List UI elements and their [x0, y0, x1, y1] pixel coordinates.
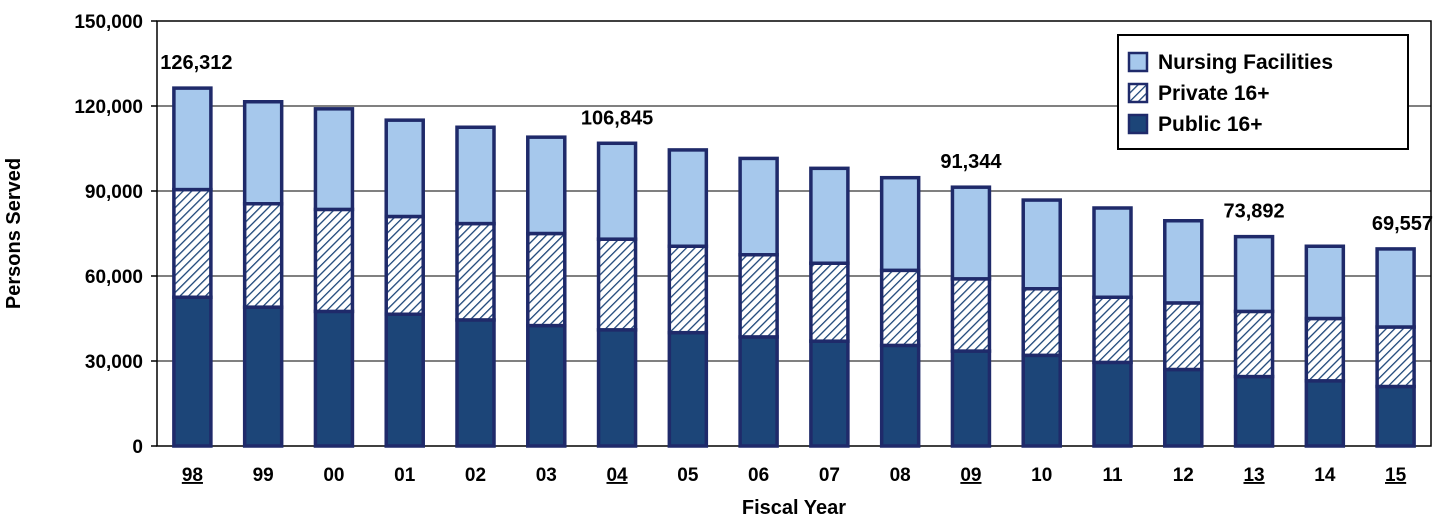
x-tick-label: 02: [465, 465, 486, 486]
legend-swatch: [1127, 113, 1149, 135]
bar-segment: [1092, 360, 1133, 448]
bar-segment: [1304, 244, 1346, 321]
bar-segment: [738, 156, 779, 257]
bar-segment: [1021, 287, 1062, 358]
bar-segment: [950, 277, 992, 353]
x-tick-label: 08: [890, 465, 911, 486]
total-labels: 126,312 106,845 91,344 73,892 69,557: [160, 52, 1433, 235]
x-tick-label: 07: [819, 465, 840, 486]
bar-segment: [1233, 309, 1275, 379]
bar-segment: [1304, 379, 1346, 448]
bars-group: [172, 86, 1416, 448]
bar-segment: [313, 207, 355, 314]
x-tick-label: 11: [1102, 465, 1123, 486]
bar-segment: [172, 187, 213, 299]
total-label: 106,845: [581, 107, 653, 129]
bar-segment: [172, 86, 213, 192]
bar-segment: [242, 100, 284, 206]
bar-segment: [1375, 325, 1416, 389]
bar-segment: [596, 328, 638, 448]
y-tick-label: 90,000: [85, 182, 143, 203]
bar-segment: [1163, 219, 1204, 305]
x-tick-label: 05: [677, 465, 699, 486]
bar-segment: [242, 305, 284, 448]
x-tick-label: 10: [1031, 465, 1052, 486]
bar-segment: [526, 135, 567, 236]
y-tick-label: 150,000: [74, 12, 143, 33]
x-tick-label: 13: [1243, 465, 1264, 486]
legend-box: [1117, 34, 1409, 150]
bar-segment: [950, 349, 992, 448]
bar-segment: [667, 244, 709, 335]
bar-segment: [455, 125, 496, 226]
y-axis-title: Persons Served: [3, 158, 25, 309]
bar-segment: [596, 237, 638, 332]
legend-label: Public 16+: [1158, 113, 1262, 136]
total-label: 69,557: [1372, 213, 1433, 235]
x-axis-title: Fiscal Year: [742, 497, 846, 519]
legend: Nursing Facilities Private 16+ Public 16+: [1117, 34, 1409, 150]
bar-segment: [1233, 234, 1275, 314]
bar-segment: [526, 323, 567, 448]
bar-segment: [738, 253, 779, 339]
x-tick-label: 98: [182, 465, 203, 486]
legend-label: Nursing Facilities: [1158, 51, 1333, 74]
bar-segment: [667, 148, 709, 249]
bar-segment: [384, 214, 425, 316]
plot-area-frame: [156, 20, 1432, 447]
y-tick-label: 120,000: [74, 97, 143, 118]
bar-segment: [809, 261, 850, 343]
y-tick-label: 0: [132, 437, 143, 458]
x-tick-label: 06: [748, 465, 769, 486]
x-tick-label: 01: [394, 465, 416, 486]
bar-segment: [879, 268, 921, 348]
bar-segment: [667, 330, 709, 448]
bar-segment: [950, 185, 992, 281]
x-axis-ticks: 98 99 00 01 02 03 04 05 06 07 08 09 10 11 12 13 14 15: [182, 465, 1407, 486]
legend-label: Private 16+: [1158, 82, 1270, 105]
x-tick-label: 99: [253, 465, 274, 486]
bar-segment: [1163, 301, 1204, 372]
bar-segment: [455, 221, 496, 322]
x-tick-label: 14: [1314, 465, 1336, 486]
bar-segment: [809, 339, 850, 448]
total-label: 126,312: [160, 52, 232, 74]
bar-segment: [1233, 374, 1275, 448]
total-label: 91,344: [940, 151, 1002, 173]
x-tick-label: 15: [1385, 465, 1407, 486]
legend-swatch: [1127, 82, 1149, 104]
bar-segment: [313, 309, 355, 448]
bar-segment: [384, 118, 425, 219]
bar-segment: [879, 343, 921, 448]
bar-segment: [1304, 316, 1346, 383]
bar-segment: [879, 175, 921, 273]
bar-segment: [1021, 353, 1062, 448]
bar-segment: [596, 141, 638, 241]
x-tick-label: 00: [323, 465, 344, 486]
bar-segment: [1092, 295, 1133, 365]
bar-segment: [1163, 367, 1204, 448]
legend-swatch: [1127, 51, 1149, 73]
bar-segment: [455, 318, 496, 448]
x-tick-label: 03: [536, 465, 557, 486]
bar-segment: [809, 166, 850, 265]
bar-segment: [526, 231, 567, 328]
x-tick-label: 12: [1173, 465, 1194, 486]
x-tick-label: 04: [606, 465, 628, 486]
bar-segment: [242, 202, 284, 309]
y-tick-label: 30,000: [85, 352, 143, 373]
y-tick-label: 60,000: [85, 267, 143, 288]
bar-segment: [313, 107, 355, 212]
total-label: 73,892: [1223, 201, 1284, 223]
bar-segment: [1021, 198, 1062, 291]
bar-segment: [1092, 206, 1133, 299]
x-tick-label: 09: [960, 465, 981, 486]
y-axis-ticks: 0 30,000 60,000 90,000 120,000 150,000: [74, 12, 157, 458]
bar-segment: [1375, 247, 1416, 329]
bar-segment: [738, 335, 779, 448]
bar-segment: [384, 312, 425, 448]
bar-segment: [172, 295, 213, 448]
bar-segment: [1375, 384, 1416, 448]
